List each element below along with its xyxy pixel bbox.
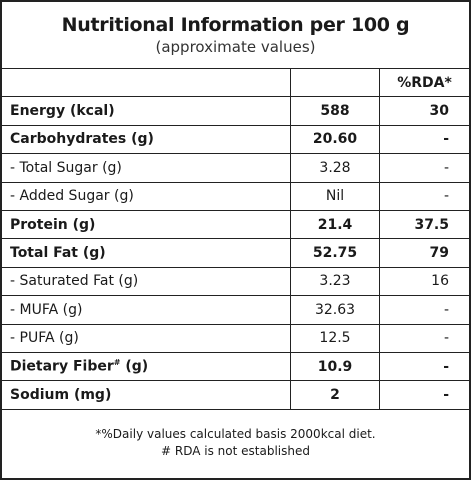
nutrient-label: Total Fat (g)	[2, 238, 291, 268]
nutrient-label: Dietary Fiber# (g)	[2, 351, 291, 382]
label-note: #	[113, 358, 121, 368]
footnotes: *%Daily values calculated basis 2000kcal…	[2, 426, 469, 460]
nutrient-label: Protein (g)	[2, 209, 291, 240]
nutrient-row: - Added Sugar (g) Nil -	[2, 181, 469, 211]
label-text: Total Fat (g)	[10, 245, 106, 262]
label-text: Energy (kcal)	[10, 103, 115, 120]
nutrient-rda: -	[379, 153, 469, 183]
nutrient-value: 2	[290, 380, 380, 410]
nutrient-rda: 30	[379, 96, 469, 126]
nutrient-row: Protein (g) 21.4 37.5	[2, 209, 469, 240]
nutrient-value: 12.5	[290, 323, 380, 353]
nutrient-label: - Added Sugar (g)	[2, 181, 291, 211]
label-text: Dietary Fiber	[10, 358, 114, 375]
nutrient-row: Dietary Fiber# (g) 10.9-	[2, 351, 469, 382]
nutrient-rda: -	[379, 351, 469, 382]
nutrient-label: Energy (kcal)	[2, 96, 291, 126]
nutrient-rda: -	[379, 380, 469, 410]
label-text: Carbohydrates (g)	[10, 131, 154, 148]
nutrient-rda: 16	[379, 266, 469, 297]
nutrient-rda: 37.5	[379, 209, 469, 240]
nutrient-value: 20.60	[290, 124, 380, 155]
nutrient-row: Total Fat (g) 52.75 79	[2, 238, 469, 268]
label-text: - Added Sugar (g)	[10, 188, 134, 205]
nutrient-label: - Total Sugar (g)	[2, 153, 291, 183]
nutrient-value: 588	[290, 96, 380, 126]
label-text: - MUFA (g)	[10, 301, 83, 318]
nutrient-row: Carbohydrates (g) 20.60-	[2, 124, 469, 155]
nutrient-rda: 79	[379, 238, 469, 268]
nutrient-rda: -	[379, 181, 469, 211]
nutrient-rda: -	[379, 124, 469, 155]
subtitle: (approximate values)	[155, 38, 316, 56]
nutrient-value: 3.28	[290, 153, 380, 183]
nutrient-rda: -	[379, 323, 469, 353]
footnote: *%Daily values calculated basis 2000kcal…	[95, 427, 376, 441]
nutrient-value: 52.75	[290, 238, 380, 268]
nutrient-label: - Saturated Fat (g)	[2, 266, 291, 297]
nutrient-label: Carbohydrates (g)	[2, 124, 291, 155]
label-text: Sodium (mg)	[10, 386, 112, 403]
label-text: - Total Sugar (g)	[10, 159, 122, 176]
nutrient-rda: -	[379, 295, 469, 325]
nutrient-row: - MUFA (g) 32.63-	[2, 295, 469, 325]
nutrition-table: %RDA* Energy (kcal) 588 30 Carbohydrates (g)…	[2, 67, 469, 410]
nutrient-row: - Saturated Fat (g) 3.23 16	[2, 266, 469, 297]
nutrient-row: - PUFA (g) 12.5-	[2, 323, 469, 353]
footnote: # RDA is not established	[161, 444, 310, 458]
nutrient-label: - MUFA (g)	[2, 295, 291, 325]
nutrient-label: - PUFA (g)	[2, 323, 291, 353]
title: Nutritional Information per 100 g	[61, 14, 410, 36]
header-cell: %RDA*	[379, 67, 469, 98]
nutrient-label: Sodium (mg)	[2, 380, 291, 410]
label-unit: (g)	[125, 358, 149, 375]
label-text: Protein (g)	[10, 216, 96, 233]
nutrient-row: - Total Sugar (g) 3.28-	[2, 153, 469, 183]
nutrient-row: Energy (kcal) 588 30	[2, 96, 469, 126]
nutrient-value: Nil	[290, 181, 380, 211]
nutrient-row: Sodium (mg) 2-	[2, 380, 469, 410]
header-row: %RDA*	[2, 67, 469, 98]
nutrient-value: 10.9	[290, 351, 380, 382]
nutrient-value: 3.23	[290, 266, 380, 297]
header-cell	[2, 67, 291, 98]
nutrient-value: 21.4	[290, 209, 380, 240]
label-text: - Saturated Fat (g)	[10, 273, 139, 290]
header-cell	[290, 67, 380, 98]
label-text: - PUFA (g)	[10, 330, 79, 347]
nutrient-value: 32.63	[290, 295, 380, 325]
